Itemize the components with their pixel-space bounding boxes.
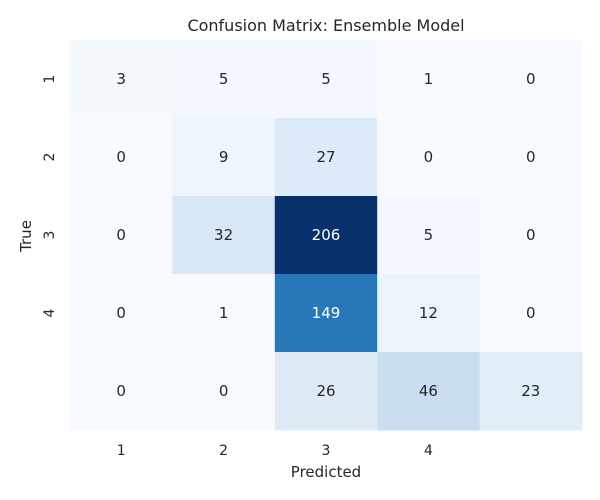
- y-tick-label-2: 2: [42, 153, 58, 162]
- heatmap-cell-r3-c3: [274, 196, 378, 275]
- cell-value-label-r4-c2: 1: [219, 304, 229, 322]
- x-tick-label-1: 1: [117, 443, 126, 459]
- heatmap-cell-r1-c1: [70, 40, 173, 119]
- heatmap-cell-r1-c4: [377, 40, 481, 119]
- x-tick-label-4: 4: [424, 443, 433, 459]
- heatmap-cell-r2-c5: [479, 118, 583, 197]
- x-tick-labels: 1 2 3 4: [117, 443, 433, 459]
- cell-value-label-r1-c5: 0: [526, 70, 536, 88]
- heatmap-cell-r2-c1: [70, 118, 173, 197]
- cell-value-label-r2-c4: 0: [424, 148, 434, 166]
- cell-value-label-r3-c1: 0: [116, 226, 126, 244]
- cell-value-label-r1-c4: 1: [424, 70, 434, 88]
- cell-value-label-r2-c1: 0: [116, 148, 126, 166]
- cell-value-label-r4-c4: 12: [419, 304, 438, 322]
- heatmap-cell-r5-c3: [274, 352, 378, 431]
- cell-value-label-r4-c3: 149: [312, 304, 341, 322]
- heatmap-cell-r3-c2: [172, 196, 276, 275]
- cell-value-label-r1-c2: 5: [219, 70, 229, 88]
- heatmap-cell-r3-c5: [479, 196, 583, 275]
- heatmap-cell-r4-c3: [274, 274, 378, 353]
- x-axis-title: Predicted: [291, 463, 361, 481]
- cell-value-label-r3-c5: 0: [526, 226, 536, 244]
- heatmap-cell-r5-c4: [377, 352, 481, 431]
- heatmap-cell-r2-c4: [377, 118, 481, 197]
- y-tick-labels: 1 2 3 4: [42, 75, 58, 318]
- heatmap-cell-r5-c1: [70, 352, 173, 431]
- cell-value-label-r5-c1: 0: [116, 382, 126, 400]
- cell-value-label-r1-c3: 5: [321, 70, 331, 88]
- heatmap-cell-r3-c4: [377, 196, 481, 275]
- x-tick-label-3: 3: [322, 443, 331, 459]
- heatmap-cell-r3-c1: [70, 196, 173, 275]
- cell-value-label-r3-c4: 5: [424, 226, 434, 244]
- heatmap-cell-r2-c3: [274, 118, 378, 197]
- cell-value-label-r3-c2: 32: [214, 226, 233, 244]
- heatmap-cell-r4-c1: [70, 274, 173, 353]
- x-tick-label-2: 2: [219, 443, 228, 459]
- heatmap-cell-r1-c3: [274, 40, 378, 119]
- y-tick-label-1: 1: [42, 75, 58, 84]
- cell-value-label-r4-c1: 0: [116, 304, 126, 322]
- cell-value-label-r2-c3: 27: [316, 148, 335, 166]
- cell-value-label-r5-c2: 0: [219, 382, 229, 400]
- chart-title: Confusion Matrix: Ensemble Model: [187, 16, 464, 35]
- cell-value-label-r5-c4: 46: [419, 382, 438, 400]
- y-axis-title: True: [17, 220, 35, 253]
- y-tick-label-3: 3: [42, 231, 58, 240]
- y-tick-label-4: 4: [42, 308, 58, 317]
- cell-value-label-r2-c2: 9: [219, 148, 229, 166]
- heatmap-cell-r1-c2: [172, 40, 276, 119]
- heatmap-cells: 3 5 5 1 0 0 9 27 0 0 0 32 206 5 0 0 1 149 12 0 0 0 26 46 23: [70, 40, 583, 431]
- heatmap-cell-r5-c2: [172, 352, 276, 431]
- cell-value-label-r4-c5: 0: [526, 304, 536, 322]
- heatmap-cell-r1-c5: [479, 40, 583, 119]
- cell-value-label-r5-c3: 26: [316, 382, 335, 400]
- heatmap-cell-r4-c5: [479, 274, 583, 353]
- cell-value-label-r5-c5: 23: [521, 382, 540, 400]
- cell-value-label-r3-c3: 206: [312, 226, 341, 244]
- heatmap-cell-r2-c2: [172, 118, 276, 197]
- cell-value-label-r2-c5: 0: [526, 148, 536, 166]
- heatmap-cell-r5-c5: [479, 352, 583, 431]
- heatmap-cell-r4-c4: [377, 274, 481, 353]
- heatmap-cell-r4-c2: [172, 274, 276, 353]
- cell-value-label-r1-c1: 3: [116, 70, 126, 88]
